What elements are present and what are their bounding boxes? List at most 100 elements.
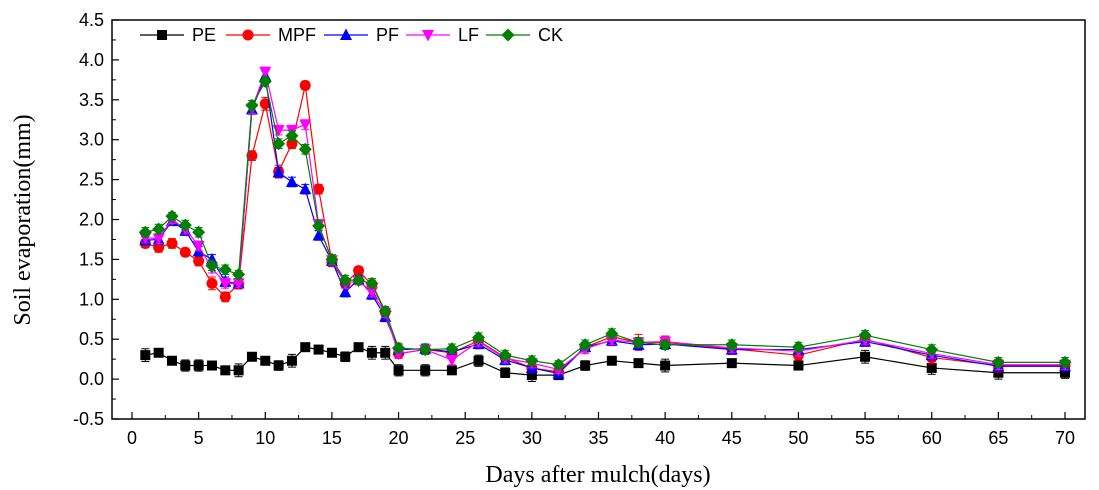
x-tick-label: 60 bbox=[922, 428, 942, 448]
x-tick-label: 70 bbox=[1055, 428, 1075, 448]
data-point-pf bbox=[285, 175, 298, 187]
x-tick-label: 10 bbox=[255, 428, 275, 448]
data-point-pe bbox=[220, 365, 231, 376]
legend-item-ck: CK bbox=[486, 25, 563, 45]
legend-marker-mpf bbox=[242, 29, 254, 41]
data-point-ck bbox=[338, 273, 352, 287]
x-tick-label: 50 bbox=[788, 428, 808, 448]
series-line-lf bbox=[145, 69, 1066, 371]
legend-item-lf: LF bbox=[406, 25, 479, 45]
data-point-lf bbox=[152, 233, 165, 246]
data-point-pe bbox=[446, 365, 457, 376]
legend-item-mpf: MPF bbox=[226, 25, 316, 45]
data-point-pe bbox=[860, 351, 871, 362]
data-point-pe bbox=[193, 360, 204, 371]
data-point-ck bbox=[858, 328, 872, 342]
data-point-lf bbox=[445, 354, 458, 367]
data-point-pf bbox=[299, 182, 312, 195]
series-lf bbox=[139, 66, 1072, 377]
y-tick-label: 4.5 bbox=[79, 10, 104, 30]
legend-marker-pe bbox=[157, 30, 167, 40]
data-point-ck bbox=[232, 268, 246, 282]
data-point-ck bbox=[312, 219, 326, 233]
data-point-pe bbox=[273, 360, 284, 371]
data-point-ck bbox=[658, 338, 672, 352]
data-point-pe bbox=[340, 351, 351, 362]
data-point-lf bbox=[259, 66, 272, 79]
data-point-pe bbox=[326, 347, 337, 358]
data-point-mpf bbox=[179, 246, 191, 258]
data-point-pf bbox=[205, 252, 218, 265]
data-point-pe bbox=[260, 355, 271, 366]
data-point-ck bbox=[152, 222, 166, 236]
x-tick-label: 35 bbox=[588, 428, 608, 448]
y-axis-label: Soil evaporation(mm) bbox=[10, 114, 36, 325]
data-point-mpf bbox=[193, 255, 205, 267]
x-tick-label: 20 bbox=[389, 428, 409, 448]
data-point-pe bbox=[660, 360, 671, 371]
x-tick-label: 55 bbox=[855, 428, 875, 448]
data-point-pe bbox=[926, 362, 937, 373]
data-point-ck bbox=[791, 340, 805, 354]
data-point-ck bbox=[365, 276, 379, 290]
data-point-lf bbox=[605, 334, 618, 347]
legend: PE MPF PF LF CK bbox=[140, 25, 563, 45]
data-point-pe bbox=[380, 347, 391, 358]
data-point-pe bbox=[286, 355, 297, 366]
data-point-ck bbox=[392, 341, 406, 355]
data-point-ck bbox=[525, 354, 539, 368]
x-axis-label: Days after mulch(days) bbox=[485, 462, 710, 488]
data-point-pe bbox=[393, 365, 404, 376]
data-point-ck bbox=[445, 342, 459, 356]
data-point-mpf bbox=[219, 291, 231, 303]
ticks-layer: 0 5 10 15 20 25 30 35 40 45 50 55 60 65 70 -0.5 0.0 0.5 1.… bbox=[73, 10, 1075, 448]
legend-marker-ck bbox=[501, 28, 515, 42]
legend-label-pf: PF bbox=[376, 25, 399, 45]
data-point-pe bbox=[500, 367, 511, 378]
data-point-ck bbox=[272, 137, 286, 151]
data-point-mpf bbox=[259, 98, 271, 110]
series-line-ck bbox=[145, 79, 1066, 366]
data-point-ck bbox=[498, 348, 512, 362]
data-point-pe bbox=[526, 370, 537, 381]
series-ck bbox=[138, 74, 1072, 372]
y-tick-label: 4.0 bbox=[79, 50, 104, 70]
data-point-ck bbox=[418, 343, 432, 357]
data-point-mpf bbox=[166, 237, 178, 249]
data-point-pe bbox=[313, 344, 324, 355]
data-point-pe bbox=[793, 360, 804, 371]
data-point-pe bbox=[206, 360, 217, 371]
data-point-mpf bbox=[206, 277, 218, 289]
data-point-ck bbox=[725, 338, 739, 352]
series-line-pf bbox=[145, 73, 1066, 375]
legend-marker-pf bbox=[340, 28, 352, 40]
legend-label-ck: CK bbox=[538, 25, 563, 45]
y-tick-label: 0.5 bbox=[79, 329, 104, 349]
y-tick-label: 0.0 bbox=[79, 369, 104, 389]
x-tick-label: 25 bbox=[455, 428, 475, 448]
data-point-ck bbox=[605, 327, 619, 341]
legend-label-lf: LF bbox=[458, 25, 479, 45]
data-point-pf bbox=[312, 228, 325, 241]
data-point-pe bbox=[726, 358, 737, 369]
series-pf bbox=[139, 69, 1072, 379]
data-point-ck bbox=[192, 225, 206, 239]
data-point-pe bbox=[153, 347, 164, 358]
y-tick-label: -0.5 bbox=[73, 409, 104, 429]
y-tick-label: 1.5 bbox=[79, 249, 104, 269]
data-point-pe bbox=[473, 355, 484, 366]
data-point-ck bbox=[991, 355, 1005, 369]
data-point-pe bbox=[140, 350, 151, 361]
data-point-ck bbox=[378, 304, 392, 318]
legend-label-mpf: MPF bbox=[278, 25, 316, 45]
legend-label-pe: PE bbox=[192, 25, 216, 45]
data-point-ck bbox=[178, 218, 192, 232]
legend-item-pe: PE bbox=[140, 25, 216, 45]
y-tick-label: 1.0 bbox=[79, 289, 104, 309]
data-point-pe bbox=[246, 351, 257, 362]
data-point-pe bbox=[633, 358, 644, 369]
x-tick-label: 40 bbox=[655, 428, 675, 448]
y-tick-label: 2.0 bbox=[79, 210, 104, 230]
data-point-pe bbox=[353, 342, 364, 353]
data-point-mpf bbox=[299, 79, 311, 91]
